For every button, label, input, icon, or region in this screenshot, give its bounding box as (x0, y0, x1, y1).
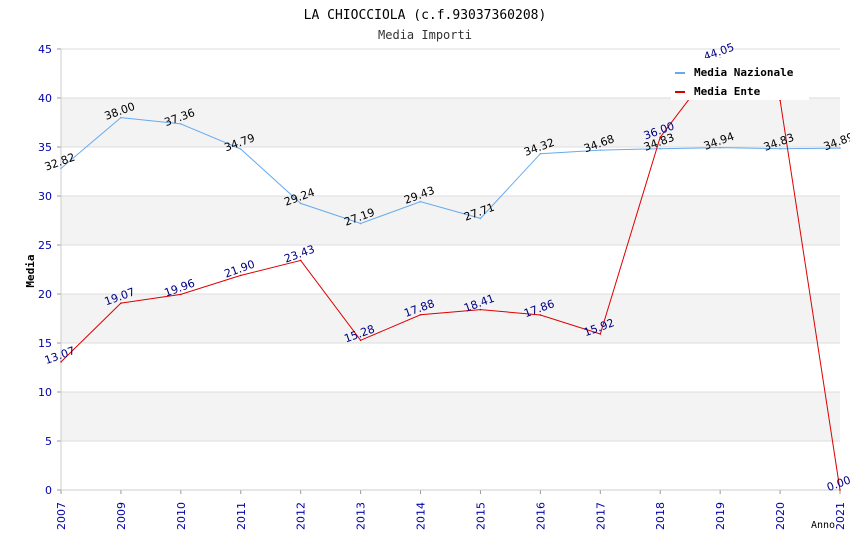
data-point (60, 361, 62, 363)
y-tick-label: 45 (38, 43, 52, 56)
data-point (539, 152, 542, 155)
axes (57, 48, 841, 494)
legend: Media Nazionale Media Ente (671, 58, 809, 100)
grid-band (61, 196, 840, 245)
data-point (239, 274, 242, 277)
data-point (419, 200, 422, 203)
x-tick-label: 2009 (115, 502, 128, 530)
y-tick-label: 30 (38, 190, 52, 203)
data-point (120, 116, 122, 119)
x-tick-label: 2010 (175, 502, 188, 530)
data-label: 23.43 (282, 243, 316, 266)
x-tick-label: 2019 (714, 502, 727, 530)
data-point (299, 202, 302, 205)
y-tick-labels: 0 5 10 15 20 25 30 35 40 45 (38, 43, 52, 497)
legend-label: Media Ente (694, 85, 761, 98)
x-tick-label: 2015 (474, 502, 487, 530)
data-point (180, 293, 182, 296)
x-tick-labels: 2007 2009 2010 2011 2012 2013 2014 2015 2016 2017… (55, 502, 847, 530)
data-point (599, 333, 602, 335)
data-point (299, 259, 302, 262)
data-point (719, 146, 721, 149)
y-tick-label: 20 (38, 288, 52, 301)
y-tick-label: 5 (45, 435, 52, 448)
legend-box (671, 58, 809, 100)
data-point (539, 314, 542, 316)
y-tick-label: 10 (38, 386, 52, 399)
legend-label: Media Nazionale (694, 66, 794, 79)
x-tick-label: 2011 (235, 502, 248, 530)
grid-band (61, 98, 840, 147)
data-point (359, 222, 362, 225)
data-point (479, 217, 482, 220)
grid-bands (61, 98, 840, 441)
y-tick-label: 40 (38, 92, 52, 105)
data-label: 0.00 (825, 473, 850, 494)
data-point (839, 147, 841, 149)
x-tick-label: 2018 (654, 502, 667, 530)
data-point (779, 147, 781, 150)
data-point (659, 136, 662, 138)
data-label: 21.90 (223, 258, 257, 281)
data-point (839, 489, 841, 491)
x-tick-label: 2017 (594, 502, 607, 530)
x-tick-label: 2007 (55, 502, 68, 530)
data-point (599, 149, 602, 151)
y-tick-label: 0 (45, 484, 52, 497)
x-tick-label: 2020 (774, 502, 787, 530)
grid-band (61, 294, 840, 343)
grid-band (61, 392, 840, 441)
x-tick-label: 2014 (415, 502, 428, 530)
grid-lines (61, 48, 840, 491)
data-point (359, 339, 362, 342)
x-tick-label: 2016 (534, 502, 547, 530)
y-tick-label: 35 (38, 141, 52, 154)
x-axis-label: Anno (811, 520, 835, 531)
chart-subtitle: Media Importi (378, 28, 472, 42)
data-point (419, 313, 422, 316)
data-point (180, 123, 182, 125)
chart-title: LA CHIOCCIOLA (c.f.93037360208) (304, 8, 547, 23)
x-tick-label: 2021 (834, 502, 847, 530)
data-point (239, 148, 242, 150)
series-line-nazionale (60, 117, 841, 225)
data-point (60, 167, 62, 170)
y-tick-label: 15 (38, 337, 52, 350)
data-point (120, 302, 122, 304)
data-point (659, 147, 662, 150)
x-tick-label: 2012 (295, 502, 308, 530)
data-label: 32.82 (43, 151, 77, 174)
y-axis-label: Media (24, 254, 37, 287)
data-point (479, 308, 482, 311)
x-tick-label: 2013 (355, 502, 368, 530)
y-tick-label: 25 (38, 239, 52, 252)
